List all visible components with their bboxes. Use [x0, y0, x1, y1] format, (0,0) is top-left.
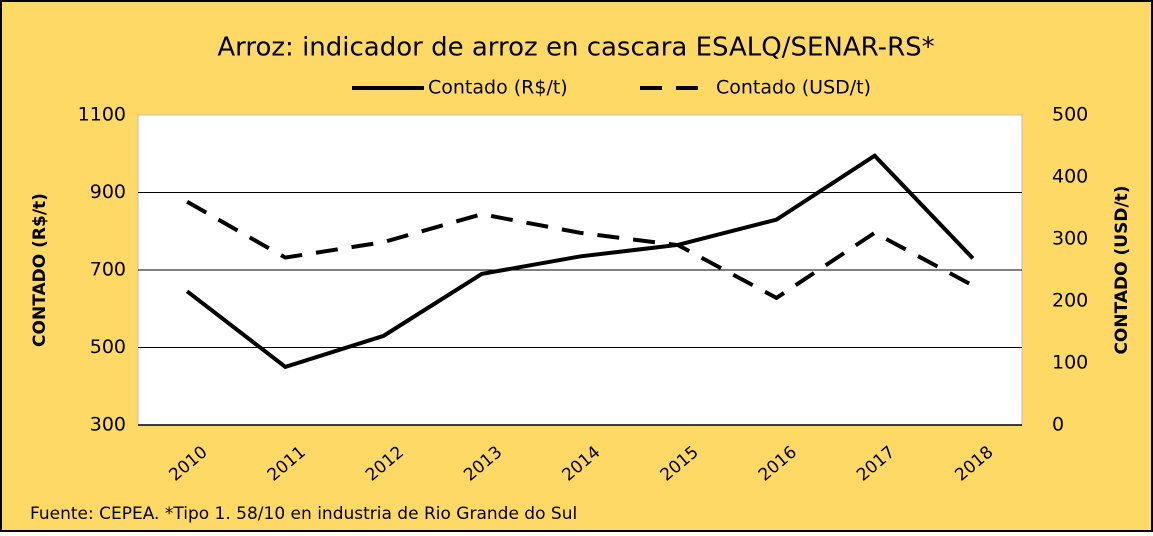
y2-tick-label: 400	[1052, 166, 1088, 188]
y-axis-label: CONTADO (R$/t)	[30, 193, 50, 347]
line-series	[186, 200, 974, 301]
y2-tick-label: 500	[1052, 104, 1088, 126]
y2-axis-label: CONTADO (USD/t)	[1112, 185, 1132, 354]
y2-tick-label: 200	[1052, 290, 1088, 312]
y2-tick-label: 300	[1052, 228, 1088, 250]
chart-title: Arroz: indicador de arroz en cascara ESA…	[217, 33, 934, 63]
y-tick-label: 1100	[78, 104, 126, 126]
legend-label: Contado (USD/t)	[716, 77, 871, 99]
y-tick-label: 700	[90, 259, 126, 281]
y2-tick-label: 100	[1052, 352, 1088, 374]
legend-label: Contado (R$/t)	[428, 77, 568, 99]
footnote: Fuente: CEPEA. *Tipo 1. 58/10 en industr…	[30, 504, 577, 524]
y-tick-label: 500	[90, 336, 126, 358]
y2-tick-label: 0	[1052, 414, 1064, 436]
line-series	[185, 153, 975, 370]
y-tick-label: 300	[90, 414, 126, 436]
y-tick-label: 900	[90, 181, 126, 203]
